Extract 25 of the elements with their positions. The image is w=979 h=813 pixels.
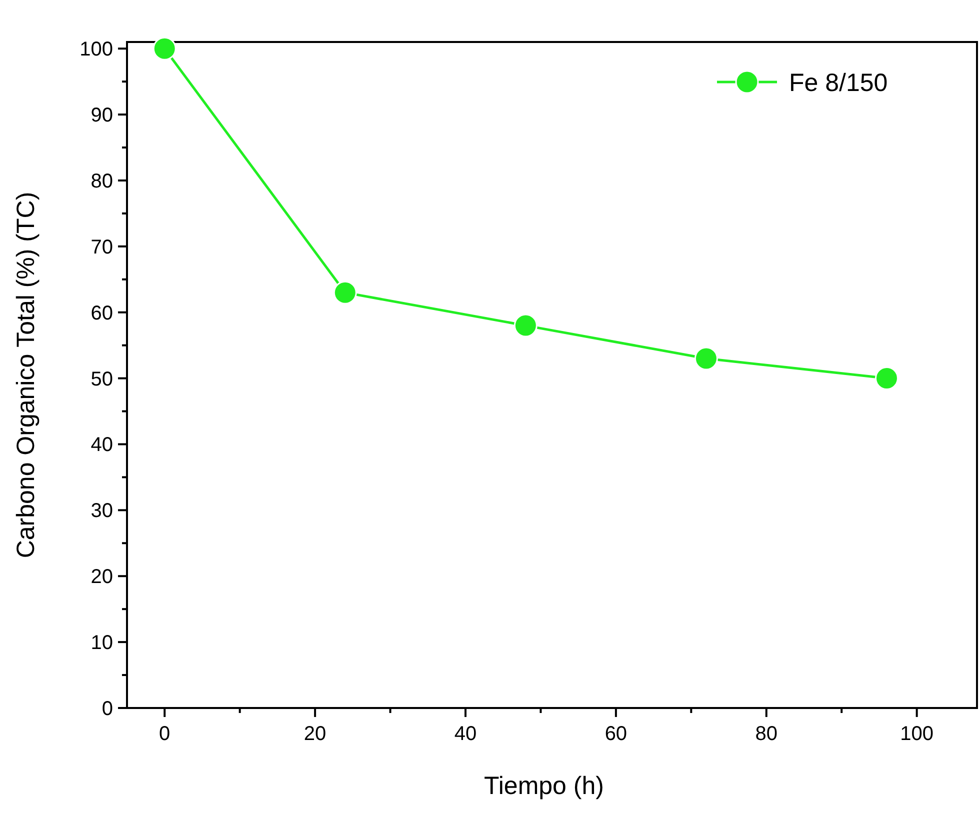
point bbox=[694, 346, 718, 370]
y-tick-label: 10 bbox=[90, 632, 113, 654]
point bbox=[152, 36, 176, 60]
point bbox=[874, 366, 898, 390]
point bbox=[333, 280, 357, 304]
y-tick-label: 70 bbox=[90, 236, 113, 258]
y-tick-label: 60 bbox=[90, 302, 113, 324]
y-axis-title: Carbono Organico Total (%) (TC) bbox=[12, 192, 40, 558]
y-tick-label: 20 bbox=[90, 566, 113, 588]
y-tick-label: 40 bbox=[90, 434, 113, 456]
legend-label: Fe 8/150 bbox=[789, 69, 888, 97]
x-tick-label: 60 bbox=[604, 723, 628, 745]
y-tick-label: 90 bbox=[90, 104, 113, 127]
x-tick-label: 80 bbox=[755, 723, 778, 745]
y-tick-label: 50 bbox=[90, 368, 113, 390]
y-tick-label: 100 bbox=[80, 38, 113, 61]
point bbox=[514, 314, 538, 338]
y-tick-label: 30 bbox=[90, 500, 113, 522]
y-tick-label: 0 bbox=[102, 698, 113, 720]
x-tick-label: 0 bbox=[159, 723, 170, 745]
x-tick-label: 100 bbox=[900, 723, 934, 745]
x-axis-title: Tiempo (h) bbox=[484, 772, 604, 800]
y-tick-label: 80 bbox=[90, 170, 113, 192]
x-tick-label: 40 bbox=[454, 723, 477, 745]
x-tick-label: 20 bbox=[304, 723, 326, 745]
